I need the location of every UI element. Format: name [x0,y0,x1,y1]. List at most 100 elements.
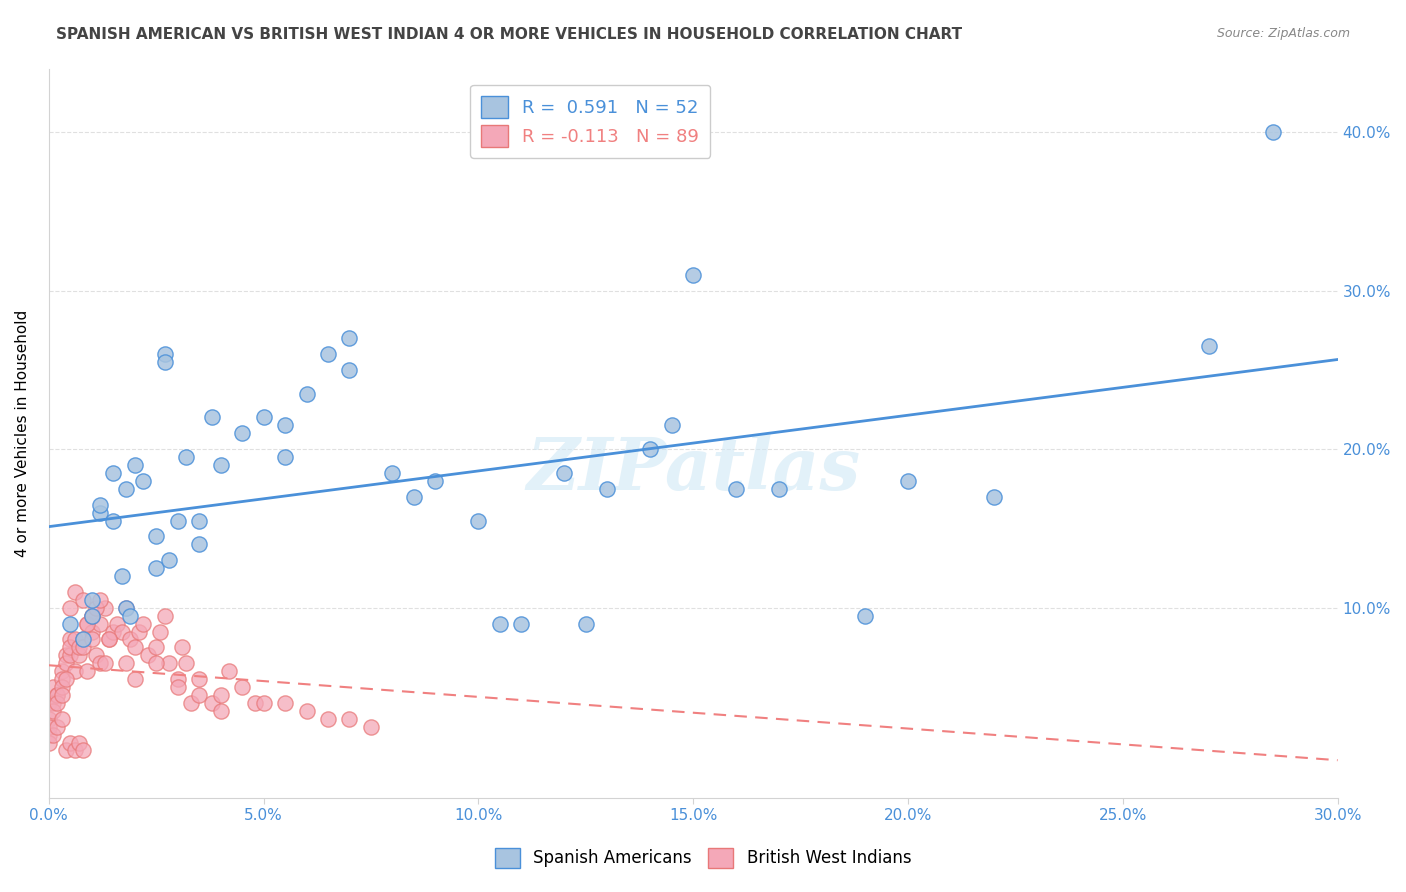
Point [76,616,98,631]
Legend: Spanish Americans, British West Indians: Spanish Americans, British West Indians [488,841,918,875]
Point [132,616,155,631]
Point [89,616,111,631]
Point [107,616,129,631]
Point [897,474,920,488]
Point [51,672,73,686]
Y-axis label: 4 or more Vehicles in Household: 4 or more Vehicles in Household [15,310,30,557]
Point [72,632,94,647]
Point [153,347,176,361]
Point [46,688,69,702]
Point [1198,339,1220,353]
Point [166,672,188,686]
Point [661,418,683,433]
Point [209,704,232,718]
Point [38,712,60,726]
Point [59,735,82,749]
Point [84,600,107,615]
Point [63,664,86,678]
Point [59,648,82,663]
Point [983,490,1005,504]
Point [42,704,65,718]
Point [72,743,94,757]
Point [42,728,65,742]
Point [124,640,146,655]
Point [339,331,361,345]
Point [132,474,155,488]
Point [316,712,339,726]
Point [231,680,253,694]
Point [59,640,82,655]
Point [42,696,65,710]
Point [402,490,425,504]
Point [115,657,138,671]
Point [115,482,138,496]
Point [425,474,447,488]
Text: ZIPatlas: ZIPatlas [526,434,860,505]
Point [153,355,176,369]
Point [55,657,77,671]
Point [553,466,575,480]
Point [51,680,73,694]
Point [67,648,90,663]
Point [51,688,73,702]
Point [252,696,274,710]
Point [55,648,77,663]
Point [209,688,232,702]
Point [115,600,138,615]
Point [489,616,512,631]
Point [80,632,103,647]
Point [170,640,193,655]
Point [136,648,159,663]
Legend: R =  0.591   N = 52, R = -0.113   N = 89: R = 0.591 N = 52, R = -0.113 N = 89 [470,85,710,158]
Point [166,514,188,528]
Point [768,482,790,496]
Point [274,418,297,433]
Point [120,608,142,623]
Point [295,386,318,401]
Point [145,529,167,543]
Point [38,735,60,749]
Point [80,608,103,623]
Point [682,268,704,282]
Point [51,664,73,678]
Point [188,537,211,551]
Point [111,624,134,639]
Point [360,720,382,734]
Point [853,608,876,623]
Point [103,624,125,639]
Point [63,632,86,647]
Point [145,640,167,655]
Point [188,688,211,702]
Point [149,624,172,639]
Point [218,664,240,678]
Point [38,720,60,734]
Point [124,458,146,472]
Point [80,608,103,623]
Point [46,696,69,710]
Point [46,688,69,702]
Point [38,696,60,710]
Point [252,410,274,425]
Point [89,657,111,671]
Point [97,632,120,647]
Point [157,553,180,567]
Point [115,600,138,615]
Point [76,616,98,631]
Text: Source: ZipAtlas.com: Source: ZipAtlas.com [1216,27,1350,40]
Point [1263,125,1285,139]
Point [80,592,103,607]
Point [339,712,361,726]
Point [120,632,142,647]
Point [145,657,167,671]
Point [243,696,266,710]
Point [103,466,125,480]
Point [180,696,202,710]
Point [59,600,82,615]
Point [46,720,69,734]
Point [174,450,197,464]
Point [381,466,404,480]
Point [89,498,111,512]
Point [97,632,120,647]
Point [124,672,146,686]
Point [63,743,86,757]
